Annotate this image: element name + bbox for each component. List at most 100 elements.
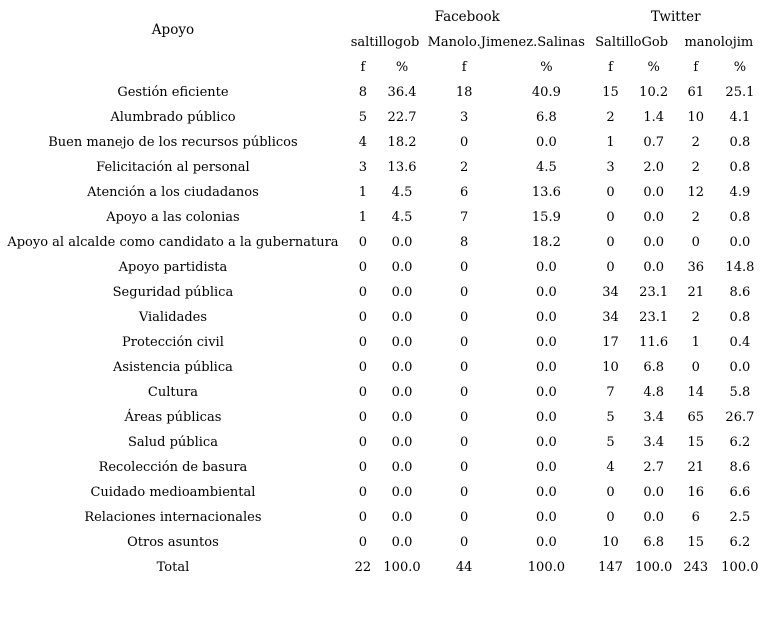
- table-row: Apoyo al alcalde como candidato a la gub…: [0, 230, 763, 255]
- frequency-cell: 34: [602, 310, 619, 325]
- percent-cell: 15.9: [531, 210, 561, 225]
- frequency-cell: 2: [460, 160, 469, 175]
- percent-cell: 4.8: [643, 385, 664, 400]
- table-row: Áreas públicas 0 0.0 0 0.0 5 3.4 65 26.7: [0, 405, 763, 430]
- frequency-cell: 2: [691, 310, 700, 325]
- account-header-saltillogob-twitter: SaltilloGob: [595, 35, 669, 50]
- percent-cell: 22.7: [387, 110, 417, 125]
- frequency-cell: 0: [606, 485, 615, 500]
- frequency-cell: 0: [460, 360, 469, 375]
- percent-cell: 13.6: [387, 160, 417, 175]
- table-row: Cuidado medioambiental 0 0.0 0 0.0 0 0.0 16 6.6: [0, 480, 763, 505]
- frequency-cell: 4: [606, 460, 615, 475]
- table-row: Felicitación al personal 3 13.6 2 4.5 3 2.0 2 0.…: [0, 155, 763, 180]
- frequency-cell: 0: [358, 535, 368, 550]
- percent-cell: 8.6: [729, 285, 751, 300]
- table-row: Apoyo a las colonias 1 4.5 7 15.9 0 0.0 2 0.8: [0, 205, 763, 230]
- frequency-cell: 16: [687, 485, 705, 500]
- percent-cell: 2.7: [643, 460, 664, 475]
- percent-cell: 25.1: [725, 85, 755, 100]
- frequency-cell: 65: [687, 410, 705, 425]
- table-row: Asistencia pública 0 0.0 0 0.0 10 6.8 0 0.0: [0, 355, 763, 380]
- percent-cell: 6.8: [643, 535, 664, 550]
- percent-cell: 0.0: [391, 285, 413, 300]
- frequency-cell: 0: [358, 460, 368, 475]
- frequency-cell: 0: [460, 410, 469, 425]
- frequency-cell: 0: [691, 360, 700, 375]
- table-body: Gestión eficiente 8 36.4 18 40.9 15 10.2 61 25.1…: [0, 80, 763, 580]
- frequency-cell: 0: [460, 310, 469, 325]
- frequency-cell: 2: [691, 160, 700, 175]
- percent-cell: 26.7: [725, 410, 755, 425]
- frequency-cell: 5: [358, 110, 368, 125]
- row-label: Vialidades: [138, 310, 208, 325]
- table-row: Buen manejo de los recursos públicos 4 18.…: [0, 130, 763, 155]
- frequency-cell: 6: [691, 510, 700, 525]
- frequency-cell: 0: [460, 260, 469, 275]
- frequency-cell: 0: [358, 360, 368, 375]
- category-column-title: Apoyo: [151, 21, 195, 38]
- percent-header: %: [540, 60, 553, 75]
- row-label: Protección civil: [122, 335, 224, 350]
- percent-cell: 14.8: [725, 260, 755, 275]
- frequency-cell: 2: [691, 135, 700, 150]
- frequency-cell: 0: [460, 510, 469, 525]
- frequency-cell: 10: [687, 110, 705, 125]
- percent-cell: 0.0: [536, 410, 557, 425]
- percent-cell: 4.9: [729, 185, 751, 200]
- percent-header: %: [733, 60, 747, 75]
- frequency-cell: 1: [691, 335, 700, 350]
- table-row: Recolección de basura 0 0.0 0 0.0 4 2.7 21 8.6: [0, 455, 763, 480]
- percent-cell: 36.4: [387, 85, 417, 100]
- percent-cell: 0.0: [536, 135, 557, 150]
- percent-cell: 0.0: [536, 285, 557, 300]
- percent-cell: 0.0: [536, 310, 557, 325]
- frequency-cell: 0: [358, 510, 368, 525]
- percent-cell: 0.0: [536, 535, 557, 550]
- percent-header: %: [395, 60, 409, 75]
- percent-cell: 13.6: [531, 185, 561, 200]
- frequency-cell: 2: [606, 110, 615, 125]
- frequency-cell: 0: [358, 285, 368, 300]
- percent-cell: 0.0: [643, 510, 664, 525]
- percent-cell: 100.0: [527, 560, 565, 575]
- account-header-manolo-jimenez-salinas: Manolo.Jimenez.Salinas: [427, 35, 585, 50]
- frequency-cell: 15: [687, 535, 705, 550]
- frequency-cell: 3: [460, 110, 469, 125]
- paper-table-page: Apoyo Facebook Twitter saltillogob Manol…: [0, 4, 765, 634]
- percent-cell: 0.0: [536, 460, 557, 475]
- table-row: Protección civil 0 0.0 0 0.0 17 11.6 1 0.4: [0, 330, 763, 355]
- table-header: Apoyo Facebook Twitter saltillogob Manol…: [0, 4, 763, 80]
- frequency-cell: 14: [687, 385, 705, 400]
- table-row: Relaciones internacionales 0 0.0 0 0.0 0 0.0 6 2…: [0, 505, 763, 530]
- frequency-cell: 0: [460, 135, 469, 150]
- frequency-header: f: [360, 60, 366, 75]
- row-label: Cultura: [147, 385, 198, 400]
- frequency-cell: 8: [358, 85, 368, 100]
- percent-cell: 0.0: [391, 535, 413, 550]
- percent-cell: 0.0: [391, 485, 413, 500]
- row-label: Cuidado medioambiental: [90, 485, 256, 500]
- percent-cell: 0.0: [391, 385, 413, 400]
- frequency-header: f: [461, 60, 467, 75]
- frequency-cell: 34: [602, 285, 619, 300]
- table-row: Seguridad pública 0 0.0 0 0.0 34 23.1 21 8.6: [0, 280, 763, 305]
- frequency-cell: 0: [606, 210, 615, 225]
- percent-cell: 0.0: [536, 335, 557, 350]
- percent-cell: 0.8: [729, 160, 751, 175]
- percent-cell: 0.0: [536, 360, 557, 375]
- frequency-cell: 2: [691, 210, 700, 225]
- frequency-cell: 0: [460, 285, 469, 300]
- frequency-cell: 17: [602, 335, 619, 350]
- row-label: Buen manejo de los recursos públicos: [48, 135, 298, 150]
- percent-cell: 2.5: [729, 510, 751, 525]
- percent-cell: 0.0: [391, 435, 413, 450]
- percent-cell: 100.0: [721, 560, 759, 575]
- percent-cell: 6.6: [729, 485, 751, 500]
- percent-cell: 0.0: [536, 385, 557, 400]
- frequency-cell: 18: [455, 85, 473, 100]
- percent-cell: 0.8: [729, 210, 751, 225]
- frequency-cell: 15: [602, 85, 619, 100]
- percent-cell: 0.0: [643, 185, 664, 200]
- percent-cell: 4.1: [729, 110, 751, 125]
